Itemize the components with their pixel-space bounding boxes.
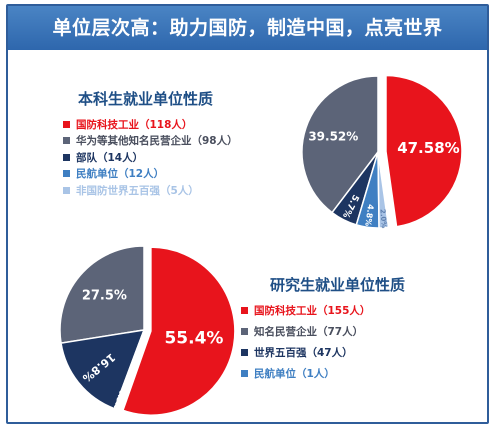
legend-item: 非国防世界五百强（5人） [63,182,199,198]
legend-swatch [241,327,248,335]
legend-label: 世界五百强（47人） [254,346,353,359]
legend-swatch [63,120,70,128]
legend-item: 民航单位（1人） [241,365,335,381]
legend-item: 知名民营企业（77人） [241,323,363,339]
grad-legend: 国防科技工业（155人） 知名民营企业（77人） 世界五百强（47人） 民航单位（1人… [241,302,441,392]
legend-item: 华为等其他知名民营企业（98人） [63,133,238,149]
legend-item: 国防科技工业（155人） [241,302,370,318]
slice-label: 39.52% [308,129,358,143]
infographic-frame: 单位层次高：助力国防，制造中国，点亮世界 本科生就业单位性质 国防科技工业（11… [6,4,489,424]
pie-slice [59,245,145,344]
legend-label: 国防科技工业（118人） [76,118,193,131]
legend-label: 知名民营企业（77人） [254,325,364,338]
header-banner: 单位层次高：助力国防，制造中国，点亮世界 [8,6,487,50]
legend-label: 非国防世界五百强（5人） [76,184,199,197]
pie-slice [377,151,390,229]
legend-item: 民航单位（12人） [63,166,164,182]
slice-label: 55.4% [164,329,223,349]
undergrad-pie-chart: 47.58%39.52%5.7% 4.8% 2.0% [301,74,463,229]
undergrad-chart-title: 本科生就业单位性质 [78,90,214,108]
grad-chart-title: 研究生就业单位性质 [270,276,406,294]
legend-label: 民航单位（1人） [254,367,335,380]
legend-swatch [63,137,70,144]
legend-item: 国防科技工业（118人） [63,116,192,132]
legend-swatch [63,170,70,177]
legend-swatch [241,369,248,377]
grad-pie-chart: 55.4%27.5%16.8%0.3% [59,245,236,416]
pie-slice [301,75,379,214]
legend-swatch [241,348,248,356]
pie-slice [113,329,145,411]
legend-label: 部队（14人） [76,151,144,164]
pie-slice [60,329,146,410]
slice-label: 2.0% [378,209,387,229]
undergrad-legend: 国防科技工业（118人） 华为等其他知名民营企业（98人） 部队（14人） 民航单位（… [63,116,263,206]
pie-slice [385,74,463,228]
legend-label: 民航单位（12人） [76,168,165,180]
slice-label: 27.5% [82,289,127,304]
legend-label: 国防科技工业（155人） [254,304,371,317]
slice-label: 4.8% [363,204,375,227]
legend-item: 世界五百强（47人） [241,344,353,360]
legend-label: 华为等其他知名民营企业（98人） [76,135,238,147]
slice-label: 47.58% [397,139,459,157]
legend-item: 部队（14人） [63,149,143,165]
legend-swatch [241,306,248,314]
legend-swatch [63,153,70,161]
legend-swatch [63,186,70,194]
pie-slice [121,246,236,416]
page-title: 单位层次高：助力国防，制造中国，点亮世界 [52,17,443,39]
